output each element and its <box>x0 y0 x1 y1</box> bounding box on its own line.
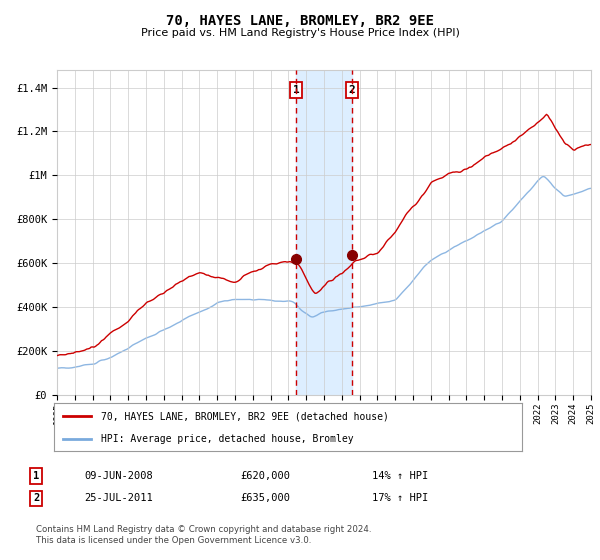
Text: 17% ↑ HPI: 17% ↑ HPI <box>372 493 428 503</box>
Text: Contains HM Land Registry data © Crown copyright and database right 2024.
This d: Contains HM Land Registry data © Crown c… <box>36 525 371 545</box>
Text: 1: 1 <box>293 85 299 95</box>
Text: 2: 2 <box>349 85 355 95</box>
Text: 2: 2 <box>33 493 39 503</box>
Text: 09-JUN-2008: 09-JUN-2008 <box>84 471 153 481</box>
Text: £620,000: £620,000 <box>240 471 290 481</box>
Text: HPI: Average price, detached house, Bromley: HPI: Average price, detached house, Brom… <box>101 434 353 444</box>
Text: 14% ↑ HPI: 14% ↑ HPI <box>372 471 428 481</box>
Text: 25-JUL-2011: 25-JUL-2011 <box>84 493 153 503</box>
Text: 70, HAYES LANE, BROMLEY, BR2 9EE (detached house): 70, HAYES LANE, BROMLEY, BR2 9EE (detach… <box>101 411 389 421</box>
Text: Price paid vs. HM Land Registry's House Price Index (HPI): Price paid vs. HM Land Registry's House … <box>140 28 460 38</box>
Text: £635,000: £635,000 <box>240 493 290 503</box>
Bar <box>296 70 352 395</box>
Text: 1: 1 <box>33 471 39 481</box>
Text: 70, HAYES LANE, BROMLEY, BR2 9EE: 70, HAYES LANE, BROMLEY, BR2 9EE <box>166 14 434 28</box>
